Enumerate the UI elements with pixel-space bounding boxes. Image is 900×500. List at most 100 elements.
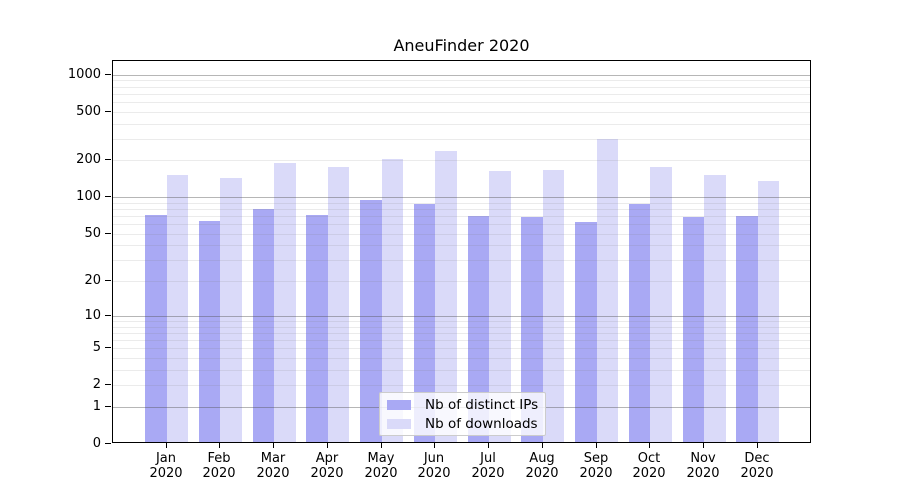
minor-gridline bbox=[113, 94, 810, 95]
x-tick-mark bbox=[649, 443, 650, 448]
legend-swatch-downloads bbox=[387, 418, 411, 429]
x-tick-label: Jun 2020 bbox=[417, 451, 451, 481]
minor-gridline bbox=[113, 124, 810, 125]
x-tick-mark bbox=[488, 443, 489, 448]
legend-label-distinct-ips: Nb of distinct IPs bbox=[425, 396, 539, 413]
bar-downloads-oct bbox=[650, 166, 672, 442]
y-tick-label: 2 bbox=[92, 377, 101, 392]
major-gridline bbox=[113, 316, 810, 317]
minor-gridline bbox=[113, 348, 810, 349]
plot-area bbox=[112, 60, 811, 443]
y-tick-mark bbox=[105, 280, 111, 281]
bar-distinct-ips-mar bbox=[252, 209, 274, 442]
y-tick-label: 10 bbox=[84, 308, 101, 323]
y-tick-label: 5 bbox=[92, 340, 101, 355]
bar-distinct-ips-jul bbox=[467, 215, 489, 442]
x-tick-label: Apr 2020 bbox=[310, 451, 344, 481]
y-tick-label: 20 bbox=[84, 273, 101, 288]
x-tick-label: Jul 2020 bbox=[471, 451, 505, 481]
minor-gridline bbox=[113, 87, 810, 88]
x-tick-label: Jan 2020 bbox=[149, 451, 183, 481]
bar-downloads-may bbox=[381, 158, 403, 442]
x-tick-mark bbox=[219, 443, 220, 448]
y-tick-mark bbox=[105, 74, 111, 75]
minor-gridline bbox=[113, 321, 810, 322]
major-gridline bbox=[113, 75, 810, 76]
x-tick-label: May 2020 bbox=[364, 451, 398, 481]
minor-gridline bbox=[113, 209, 810, 210]
minor-gridline bbox=[113, 245, 810, 246]
y-tick-mark bbox=[105, 196, 111, 197]
x-tick-label: Nov 2020 bbox=[686, 451, 720, 481]
bar-distinct-ips-jan bbox=[145, 215, 167, 442]
minor-gridline bbox=[113, 112, 810, 113]
legend-label-downloads: Nb of downloads bbox=[425, 415, 538, 432]
minor-gridline bbox=[113, 160, 810, 161]
y-tick-mark bbox=[105, 406, 111, 407]
x-tick-label: Aug 2020 bbox=[525, 451, 559, 481]
x-tick-mark bbox=[273, 443, 274, 448]
x-tick-mark bbox=[381, 443, 382, 448]
bar-downloads-jan bbox=[166, 174, 188, 442]
bar-distinct-ips-dec bbox=[736, 215, 758, 442]
y-tick-label: 500 bbox=[76, 104, 101, 119]
minor-gridline bbox=[113, 80, 810, 81]
minor-gridline bbox=[113, 224, 810, 225]
minor-gridline bbox=[113, 385, 810, 386]
x-tick-mark bbox=[703, 443, 704, 448]
bar-downloads-apr bbox=[327, 166, 350, 442]
minor-gridline bbox=[113, 340, 810, 341]
x-tick-label: Feb 2020 bbox=[202, 451, 236, 481]
x-tick-mark bbox=[542, 443, 543, 448]
y-tick-mark bbox=[105, 159, 111, 160]
minor-gridline bbox=[113, 139, 810, 140]
x-tick-label: Sep 2020 bbox=[579, 451, 613, 481]
chart-title: AneuFinder 2020 bbox=[393, 36, 530, 55]
y-tick-label: 1 bbox=[92, 399, 101, 414]
minor-gridline bbox=[113, 234, 810, 235]
minor-gridline bbox=[113, 333, 810, 334]
y-tick-label: 0 bbox=[92, 436, 101, 451]
y-tick-label: 50 bbox=[84, 226, 101, 241]
minor-gridline bbox=[113, 102, 810, 103]
y-tick-mark bbox=[105, 443, 111, 444]
y-tick-label: 1000 bbox=[67, 67, 101, 82]
bar-downloads-feb bbox=[220, 178, 242, 442]
bar-distinct-ips-oct bbox=[628, 204, 651, 442]
x-tick-mark bbox=[327, 443, 328, 448]
y-tick-mark bbox=[105, 347, 111, 348]
legend-item-downloads: Nb of downloads bbox=[387, 416, 538, 432]
y-tick-mark bbox=[105, 315, 111, 316]
bar-distinct-ips-aug bbox=[521, 217, 543, 442]
minor-gridline bbox=[113, 260, 810, 261]
minor-gridline bbox=[113, 358, 810, 359]
x-tick-mark bbox=[166, 443, 167, 448]
bar-downloads-dec bbox=[757, 181, 780, 442]
bar-distinct-ips-nov bbox=[682, 216, 704, 442]
minor-gridline bbox=[113, 216, 810, 217]
minor-gridline bbox=[113, 203, 810, 204]
x-tick-mark bbox=[757, 443, 758, 448]
x-tick-label: Mar 2020 bbox=[256, 451, 290, 481]
bar-distinct-ips-may bbox=[360, 200, 382, 442]
bar-distinct-ips-sep bbox=[575, 221, 597, 442]
bar-downloads-jun bbox=[435, 150, 457, 442]
minor-gridline bbox=[113, 370, 810, 371]
bar-downloads-jul bbox=[489, 171, 511, 442]
bar-downloads-mar bbox=[274, 163, 296, 442]
bar-downloads-nov bbox=[704, 175, 726, 442]
legend-swatch-distinct-ips bbox=[387, 399, 411, 410]
y-tick-label: 200 bbox=[76, 152, 101, 167]
bar-distinct-ips-apr bbox=[306, 215, 328, 442]
y-tick-mark bbox=[105, 384, 111, 385]
bar-distinct-ips-jun bbox=[413, 204, 436, 442]
bar-distinct-ips-feb bbox=[198, 220, 221, 442]
bar-downloads-sep bbox=[596, 138, 618, 442]
minor-gridline bbox=[113, 327, 810, 328]
y-tick-mark bbox=[105, 111, 111, 112]
x-tick-mark bbox=[596, 443, 597, 448]
major-gridline bbox=[113, 197, 810, 198]
minor-gridline bbox=[113, 281, 810, 282]
legend-item-distinct-ips: Nb of distinct IPs bbox=[387, 397, 538, 413]
